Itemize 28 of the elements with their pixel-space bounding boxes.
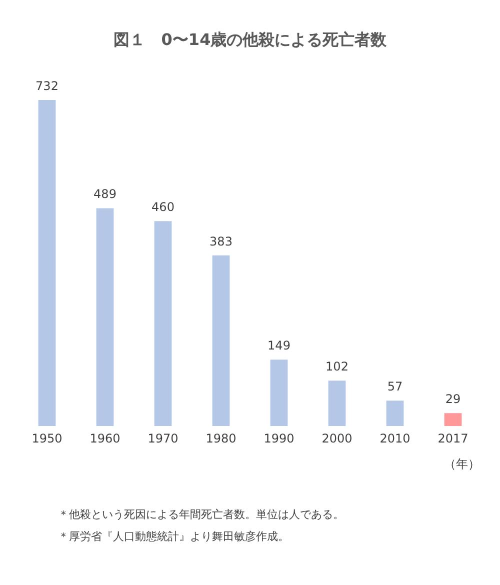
x-tick-label: 1970 [148, 432, 178, 446]
data-label: 460 [152, 200, 174, 214]
data-label: 57 [387, 380, 403, 394]
bar [386, 400, 404, 426]
data-label: 383 [210, 234, 232, 248]
data-label: 732 [36, 79, 58, 93]
x-axis-title: （年） [444, 457, 480, 471]
x-tick-label: 1990 [264, 432, 294, 446]
bar [154, 221, 172, 426]
data-label: 102 [326, 360, 348, 374]
chart-title: 図１ 0〜14歳の他殺による死亡者数 [112, 29, 388, 51]
x-tick-label: 2000 [322, 432, 352, 446]
data-label: 149 [268, 338, 290, 353]
text: ＊他殺という死因による年間死亡者数。単位は人である。 [58, 507, 345, 523]
bar [444, 413, 462, 426]
x-tick-label: 2017 [438, 432, 468, 446]
bar [38, 100, 56, 426]
bar [96, 208, 114, 426]
bar [270, 360, 288, 426]
x-tick-label: 2010 [380, 432, 410, 446]
data-label: 489 [94, 187, 116, 202]
text: ＊厚労省『人口動態統計』より舞田敏彦作成。 [58, 529, 290, 545]
bar [328, 380, 346, 426]
data-label: 29 [445, 392, 461, 406]
x-tick-label: 1960 [90, 432, 120, 446]
x-tick-label: 1950 [32, 432, 62, 446]
bar [212, 255, 230, 426]
x-tick-label: 1980 [206, 432, 236, 446]
